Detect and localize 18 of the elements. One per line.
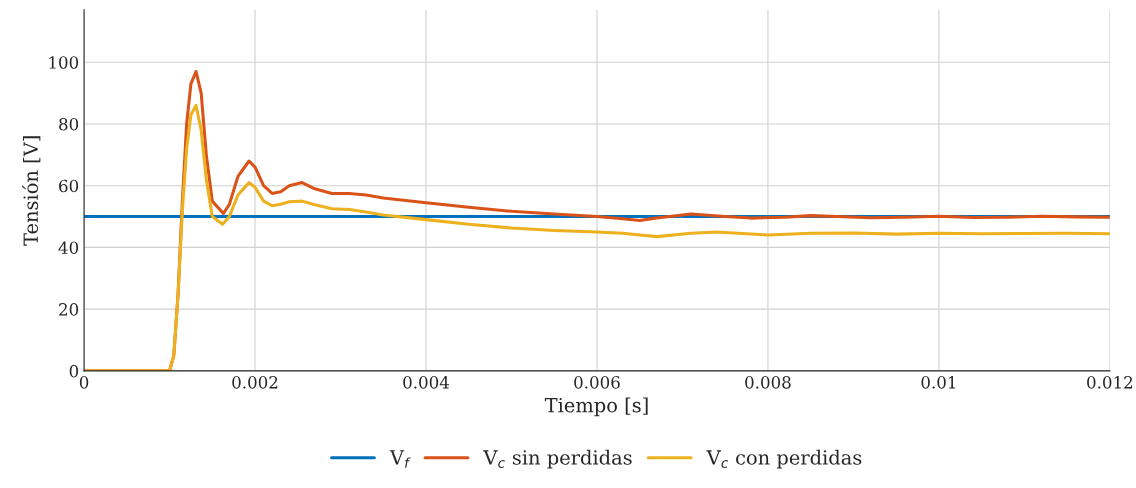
legend-label: V$_{c}$ con perdidas xyxy=(706,449,862,469)
y-tick-label: 40 xyxy=(58,241,79,254)
x-tick-label: 0.002 xyxy=(232,376,278,389)
y-tick-label: 100 xyxy=(49,56,79,69)
y-tick-label: 20 xyxy=(59,303,79,316)
legend-label: V$_{c}$ sin perdidas xyxy=(483,449,632,469)
y-axis-title: Tensión [V] xyxy=(22,136,41,246)
x-tick-label: 0 xyxy=(79,376,89,389)
x-tick-label: 0.008 xyxy=(745,376,791,389)
x-axis-title: Tiempo [s] xyxy=(544,397,648,417)
legend-label: V$_{f}$ xyxy=(389,450,411,468)
x-tick-label: 0.01 xyxy=(921,376,956,389)
y-tick-label: 80 xyxy=(59,117,79,131)
x-tick-label: 0.004 xyxy=(403,376,450,389)
x-tick-label: 0.006 xyxy=(574,376,620,389)
x-tick-label: 0.012 xyxy=(1087,376,1133,389)
y-tick-label: 60 xyxy=(59,179,79,193)
y-tick-label: 0 xyxy=(69,364,79,378)
